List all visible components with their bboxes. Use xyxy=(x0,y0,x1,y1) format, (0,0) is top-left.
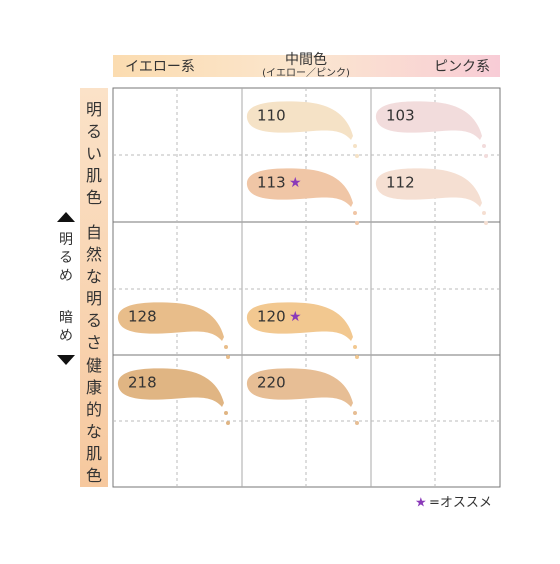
swatch-dot xyxy=(353,345,357,349)
row-label: 明るい肌色 xyxy=(86,100,102,207)
swatch xyxy=(375,168,482,207)
swatch-dot xyxy=(482,211,486,215)
swatch-dot xyxy=(226,355,230,359)
swatch-dot xyxy=(484,154,488,158)
swatch xyxy=(117,302,224,341)
shade: 103 xyxy=(375,101,488,158)
swatch-dot xyxy=(224,411,228,415)
grid xyxy=(112,87,501,488)
swatch-dot xyxy=(353,144,357,148)
swatch xyxy=(117,368,224,407)
shade: 128 xyxy=(117,302,230,359)
column-label: ピンク系 xyxy=(434,59,490,75)
swatch xyxy=(375,101,482,140)
header-band xyxy=(113,55,500,77)
swatch-dot xyxy=(484,221,488,225)
recommended-star: ★ xyxy=(289,309,302,325)
column-label: 中間色 xyxy=(285,51,327,68)
swatch-dot xyxy=(353,411,357,415)
row-label: 健康的な肌色 xyxy=(86,356,102,485)
shade-label: 103 xyxy=(386,107,415,125)
column-label: イエロー系 xyxy=(125,59,195,75)
column-sublabel: (イエロー／ピンク) xyxy=(262,67,350,79)
shade-label: 112 xyxy=(386,174,415,192)
row-label: 自然な明るさ xyxy=(86,223,102,352)
swatch-dot xyxy=(355,221,359,225)
swatch-dot xyxy=(353,211,357,215)
swatch-dot xyxy=(224,345,228,349)
shade-label: 120 xyxy=(257,308,286,326)
shade: 113 ★ xyxy=(246,168,359,225)
swatch-dot xyxy=(355,154,359,158)
shade-label: 218 xyxy=(128,374,157,392)
up-arrow xyxy=(57,212,75,222)
shade: 220 xyxy=(246,368,359,425)
row-band xyxy=(80,88,108,487)
swatch-dot xyxy=(482,144,486,148)
swatch-dot xyxy=(355,355,359,359)
side-label: 明るめ xyxy=(59,232,73,284)
legend-text: =オススメ xyxy=(429,496,492,511)
shade-label: 220 xyxy=(257,374,286,392)
legend-star: ★ xyxy=(415,496,427,511)
shade: 120 ★ xyxy=(246,302,359,359)
shade: 218 xyxy=(117,368,230,425)
swatch xyxy=(246,168,353,207)
shade-label: 110 xyxy=(257,107,286,125)
shade-label: 128 xyxy=(128,308,157,326)
swatch xyxy=(246,368,353,407)
recommended-star: ★ xyxy=(289,175,302,191)
swatch-dot xyxy=(226,421,230,425)
side-label: 暗め xyxy=(59,310,73,344)
shade-label: 113 xyxy=(257,174,286,192)
shade: 110 xyxy=(246,101,359,158)
swatch-dot xyxy=(355,421,359,425)
down-arrow xyxy=(57,355,75,365)
shade: 112 xyxy=(375,168,488,225)
swatch xyxy=(246,302,353,341)
swatch xyxy=(246,101,353,140)
